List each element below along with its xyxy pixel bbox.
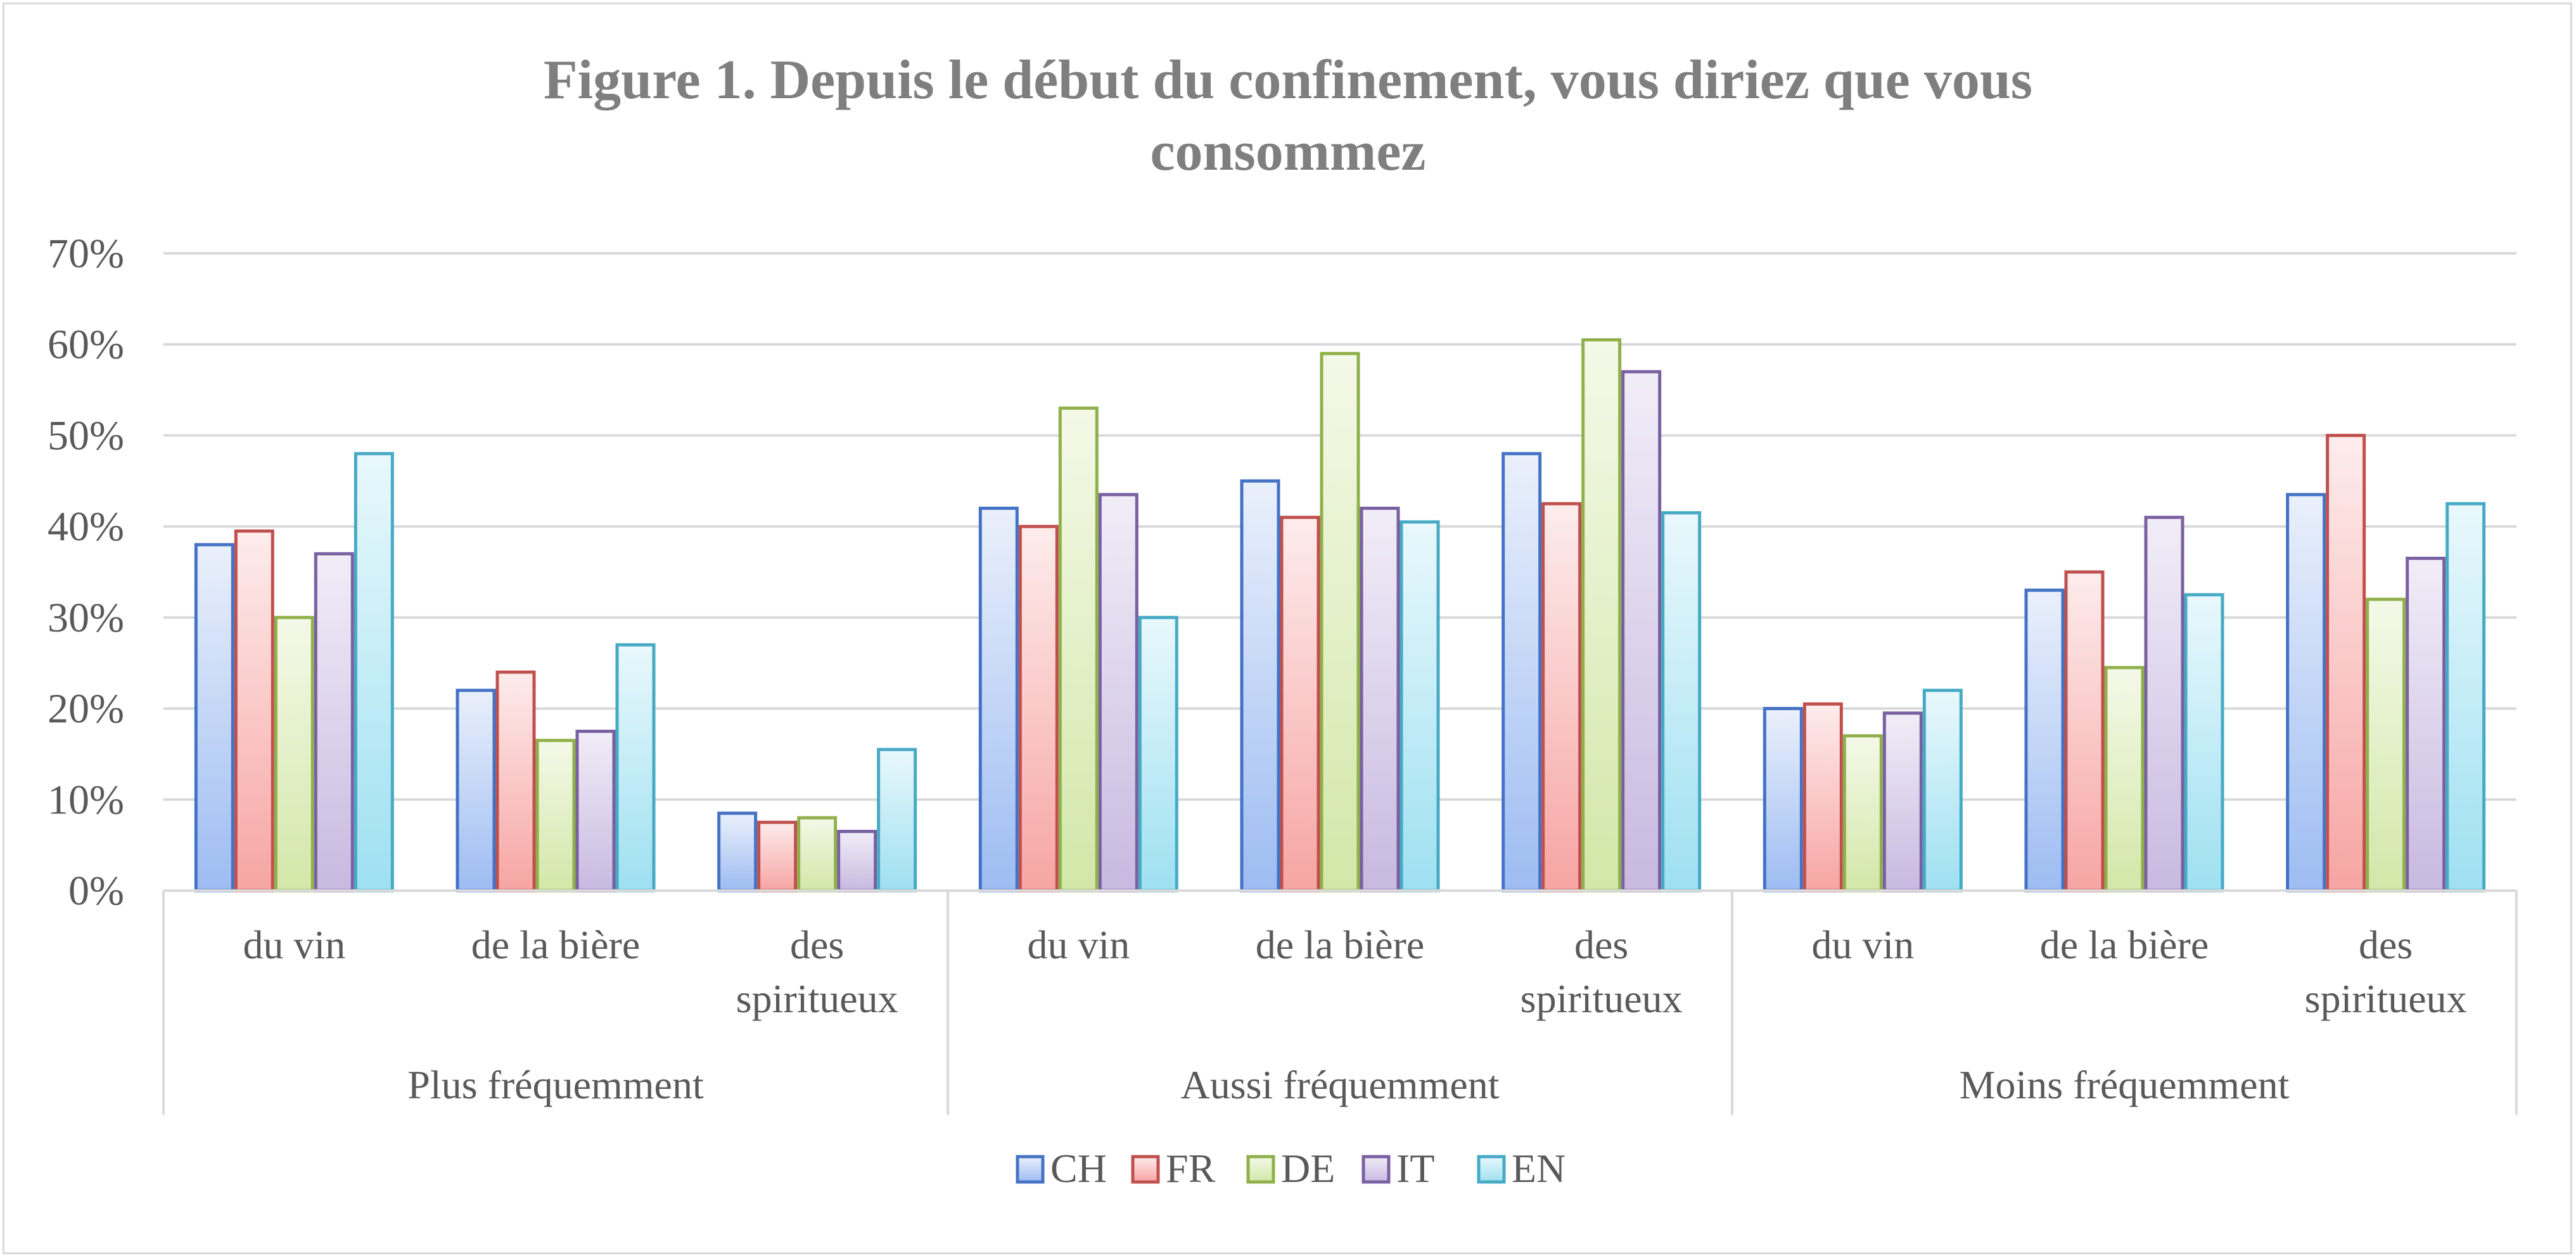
bar-fr — [2326, 433, 2366, 893]
y-tick-label: 70% — [48, 231, 124, 277]
bar-it — [1360, 506, 1400, 893]
y-tick-label: 10% — [48, 777, 124, 823]
bar-fr — [757, 820, 798, 893]
category-label: de la bière — [2040, 922, 2209, 967]
bar-en — [615, 643, 656, 893]
bar-de — [1842, 734, 1883, 893]
bars — [194, 338, 2486, 893]
bar-de — [535, 739, 576, 893]
bar-en — [2445, 502, 2486, 893]
bar-ch — [2286, 493, 2326, 893]
group-label: Plus fréquemment — [407, 1062, 704, 1107]
y-tick-label: 0% — [68, 868, 124, 914]
bar-it — [2406, 556, 2446, 893]
bar-fr — [1802, 702, 1843, 893]
legend-label: IT — [1396, 1146, 1434, 1191]
bar-en — [354, 452, 394, 893]
legend: CH FR DE IT EN — [1016, 1146, 1565, 1191]
bar-it — [575, 730, 616, 893]
legend-swatch — [1477, 1155, 1506, 1184]
legend-label: FR — [1166, 1146, 1216, 1191]
bar-fr — [1280, 516, 1320, 893]
x-axis-categories: du vin de la bière des spiritueux du vin de l… — [243, 922, 2466, 1107]
bar-it — [1882, 711, 1923, 893]
bar-it — [1098, 493, 1138, 893]
bar-de — [274, 616, 314, 893]
bar-ch — [1763, 707, 1803, 893]
bar-fr — [495, 670, 536, 893]
bar-it — [837, 830, 877, 893]
group-label: Aussi fréquemment — [1181, 1062, 1500, 1107]
bar-ch — [978, 506, 1019, 893]
category-label: du vin — [1811, 922, 1914, 967]
bar-de — [1058, 406, 1099, 893]
category-label: des — [1574, 922, 1628, 967]
legend-label: DE — [1281, 1146, 1335, 1191]
category-label: de la bière — [471, 922, 641, 967]
bar-en — [1138, 616, 1178, 893]
bar-ch — [194, 543, 234, 893]
bar-ch — [1240, 479, 1280, 893]
x-axis — [162, 889, 2518, 1115]
category-label: du vin — [243, 922, 345, 967]
bar-it — [314, 552, 354, 893]
category-label: spiritueux — [736, 976, 898, 1021]
y-tick-label: 20% — [48, 686, 124, 732]
bar-fr — [234, 529, 274, 893]
bar-en — [1922, 689, 1963, 893]
bar-ch — [1502, 452, 1542, 893]
bar-fr — [1541, 502, 1582, 893]
category-label: spiritueux — [1521, 976, 1683, 1021]
bar-de — [1320, 352, 1360, 893]
bar-de — [1581, 338, 1622, 893]
bar-en — [1400, 520, 1440, 893]
bar-de — [2366, 597, 2406, 893]
y-tick-label: 50% — [48, 412, 124, 459]
bar-en — [877, 747, 917, 893]
category-label: spiritueux — [2305, 976, 2467, 1021]
category-label: des — [2359, 922, 2413, 967]
chart-title-line-2: consommez — [1151, 121, 1426, 182]
bar-ch — [717, 811, 758, 893]
chart-title: Figure 1. Depuis le début du confinement… — [544, 49, 2032, 182]
bar-ch — [2024, 588, 2065, 893]
y-tick-label: 60% — [48, 322, 124, 368]
legend-swatch — [1361, 1155, 1391, 1184]
legend-item-en: EN — [1477, 1146, 1565, 1191]
bar-ch — [456, 689, 496, 893]
bar-it — [1621, 370, 1662, 893]
chart-title-line-1: Figure 1. Depuis le début du confinement… — [544, 49, 2032, 111]
legend-item-de: DE — [1246, 1146, 1335, 1191]
legend-item-it: IT — [1361, 1146, 1434, 1191]
bar-fr — [2064, 570, 2105, 893]
bar-en — [2184, 593, 2224, 893]
category-label: de la bière — [1256, 922, 1425, 967]
category-label: du vin — [1027, 922, 1130, 967]
y-tick-label: 30% — [48, 595, 124, 641]
legend-label: EN — [1512, 1146, 1565, 1191]
y-axis-ticks: 0% 10% 20% 30% 40% 50% 60% 70% — [48, 231, 124, 914]
legend-swatch — [1246, 1155, 1275, 1184]
y-tick-label: 40% — [48, 504, 124, 550]
legend-swatch — [1131, 1155, 1160, 1184]
legend-item-ch: CH — [1016, 1146, 1107, 1191]
category-label: des — [790, 922, 844, 967]
bar-it — [2144, 516, 2184, 893]
legend-swatch — [1016, 1155, 1045, 1184]
bar-en — [1661, 511, 1702, 893]
legend-item-fr: FR — [1131, 1146, 1216, 1191]
group-label: Moins fréquemment — [1960, 1062, 2290, 1107]
bar-de — [797, 816, 838, 893]
legend-label: CH — [1050, 1146, 1107, 1191]
bar-de — [2104, 666, 2145, 893]
bar-fr — [1018, 524, 1059, 893]
